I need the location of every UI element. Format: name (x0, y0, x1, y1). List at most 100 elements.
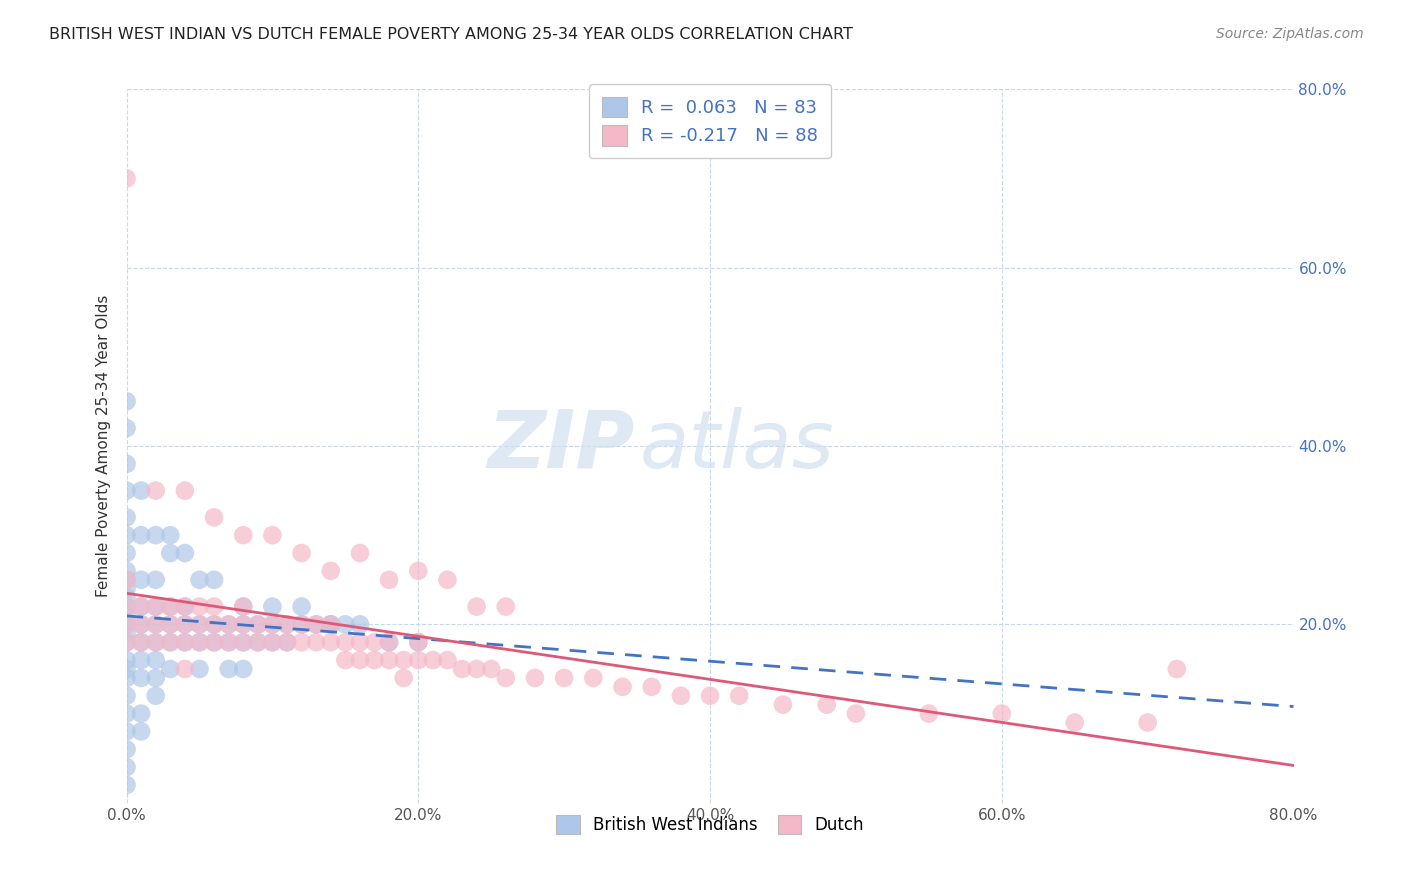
Point (218, 662, 240, 676)
Point (232, 528, 254, 542)
Point (378, 635, 401, 649)
Point (174, 483, 197, 498)
Point (246, 635, 269, 649)
Point (408, 653, 430, 667)
Point (159, 599, 181, 614)
Point (918, 706, 941, 721)
Point (290, 617, 312, 632)
Point (612, 680, 634, 694)
Point (408, 564, 430, 578)
Point (145, 528, 167, 542)
Point (129, 617, 152, 632)
Point (276, 617, 298, 632)
Point (232, 635, 254, 649)
Point (451, 662, 474, 676)
Point (145, 635, 167, 649)
Point (232, 617, 254, 632)
Point (188, 635, 211, 649)
Point (290, 599, 312, 614)
Point (202, 635, 225, 649)
Point (174, 617, 197, 632)
Point (115, 591, 138, 605)
Legend: British West Indians, Dutch: British West Indians, Dutch (547, 805, 873, 845)
Point (145, 573, 167, 587)
Point (218, 635, 240, 649)
Point (115, 421, 138, 435)
Point (1063, 715, 1085, 730)
Point (188, 617, 211, 632)
Point (145, 617, 167, 632)
Point (129, 724, 152, 739)
Point (349, 546, 371, 560)
Point (363, 635, 385, 649)
Point (115, 617, 138, 632)
Point (349, 617, 371, 632)
Point (378, 653, 401, 667)
Point (115, 546, 138, 560)
Point (246, 635, 269, 649)
Point (290, 546, 312, 560)
Point (232, 617, 254, 632)
Point (174, 546, 197, 560)
Point (319, 635, 342, 649)
Point (145, 617, 167, 632)
Point (188, 635, 211, 649)
Y-axis label: Female Poverty Among 25-34 Year Olds: Female Poverty Among 25-34 Year Olds (96, 295, 111, 597)
Point (115, 760, 138, 774)
Point (115, 671, 138, 685)
Point (218, 617, 240, 632)
Point (232, 662, 254, 676)
Point (129, 483, 152, 498)
Point (145, 689, 167, 703)
Point (115, 528, 138, 542)
Point (115, 617, 138, 632)
Point (115, 689, 138, 703)
Point (699, 689, 721, 703)
Point (174, 599, 197, 614)
Point (845, 706, 868, 721)
Point (202, 599, 225, 614)
Point (159, 617, 181, 632)
Point (115, 778, 138, 792)
Point (465, 599, 488, 614)
Point (276, 617, 298, 632)
Point (669, 689, 692, 703)
Point (115, 635, 138, 649)
Point (262, 635, 284, 649)
Point (319, 617, 342, 632)
Point (129, 528, 152, 542)
Point (319, 564, 342, 578)
Point (174, 662, 197, 676)
Point (188, 599, 211, 614)
Point (202, 617, 225, 632)
Point (115, 510, 138, 524)
Text: ZIP: ZIP (486, 407, 634, 485)
Point (115, 635, 138, 649)
Point (159, 662, 181, 676)
Point (115, 573, 138, 587)
Point (129, 706, 152, 721)
Point (232, 599, 254, 614)
Point (349, 653, 371, 667)
Point (159, 599, 181, 614)
Point (465, 662, 488, 676)
Point (115, 626, 138, 640)
Point (392, 671, 415, 685)
Point (495, 599, 517, 614)
Point (772, 698, 794, 712)
Point (174, 635, 197, 649)
Point (115, 564, 138, 578)
Point (115, 599, 138, 614)
Point (115, 662, 138, 676)
Point (319, 617, 342, 632)
Point (115, 608, 138, 623)
Point (378, 635, 401, 649)
Point (262, 599, 284, 614)
Point (392, 653, 415, 667)
Point (115, 706, 138, 721)
Point (115, 171, 138, 186)
Point (246, 617, 269, 632)
Point (305, 617, 328, 632)
Point (524, 671, 547, 685)
Point (335, 635, 357, 649)
